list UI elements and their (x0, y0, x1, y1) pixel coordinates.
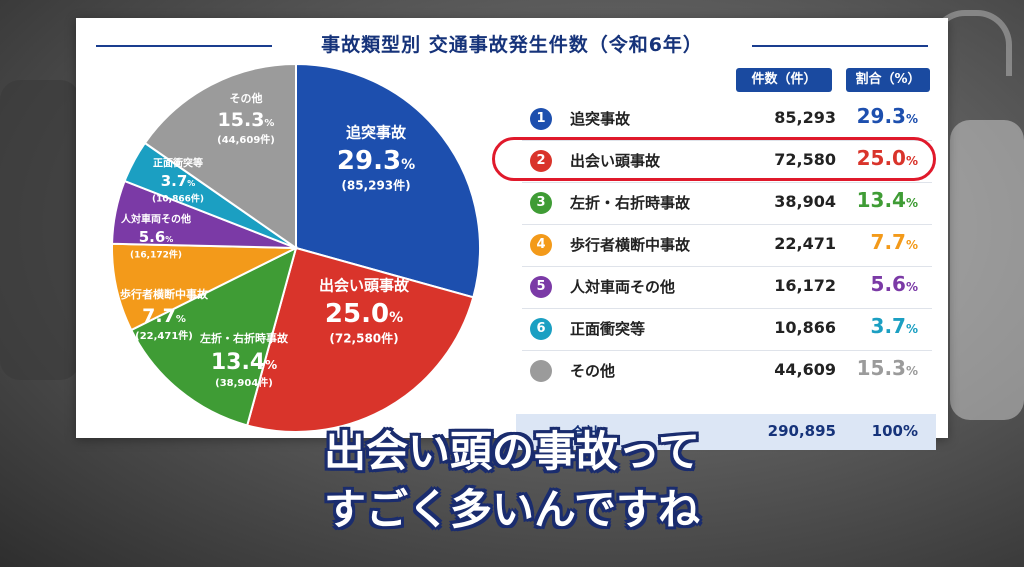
row-label: 人対車両その他 (570, 278, 676, 296)
row-separator (522, 308, 932, 309)
total-row: 合計 290,895 100% (516, 414, 936, 450)
caption-line-1: 出会い頭の事故って (324, 427, 700, 476)
row-count: 22,471 (774, 234, 836, 253)
table-row: その他 44,609 15.3% (516, 350, 936, 392)
slice-count: (85,293件) (341, 177, 410, 192)
total-pct: 100% (871, 422, 918, 440)
slice-name: 追突事故 (346, 124, 407, 142)
table-row: 6 正面衝突等 10,866 3.7% (516, 308, 936, 350)
slice-label-6: 正面衝突等 3.7% (10,866件) (152, 156, 204, 204)
row-count: 38,904 (774, 192, 836, 211)
chart-card: 事故類型別 交通事故発生件数（令和6年） 追突事故 29.3% (85,293件) 出… (76, 18, 948, 450)
slice-count: (44,609件) (217, 133, 275, 146)
background-seat (950, 120, 1024, 420)
row-number-badge: 4 (530, 234, 552, 256)
slice-name: 左折・右折時事故 (199, 331, 289, 345)
total-label: 合計 (570, 424, 601, 442)
slice-name: 出会い頭事故 (319, 277, 410, 295)
row-number-badge: 5 (530, 276, 552, 298)
title-rule-left (96, 45, 272, 47)
slice-name: 歩行者横断中事故 (120, 287, 209, 301)
row-label: その他 (570, 362, 616, 380)
slice-label-4: 歩行者横断中事故 7.7% (22,471件) (120, 287, 209, 342)
row-separator (522, 224, 932, 225)
row-percent: 29.3% (856, 104, 918, 128)
header-count: 件数（件） (736, 68, 832, 92)
row-separator (522, 350, 932, 351)
row-label: 左折・右折時事故 (570, 194, 691, 212)
row-count: 72,580 (774, 150, 836, 169)
row-number-badge: 3 (530, 192, 552, 214)
row-number-badge: 1 (530, 108, 552, 130)
row-percent: 5.6% (870, 272, 918, 296)
row-separator (522, 266, 932, 267)
slice-count: (16,172件) (130, 248, 182, 260)
caption-line-2: すごく多いんですね (324, 485, 700, 534)
slice-name: その他 (230, 91, 263, 105)
row-percent: 3.7% (870, 314, 918, 338)
slice-count: (38,904件) (215, 376, 273, 389)
slice-label-7: その他 15.3% (44,609件) (217, 91, 275, 146)
row-label: 出会い頭事故 (570, 152, 661, 170)
slice-label-5: 人対車両その他 5.6% (16,172件) (121, 212, 191, 260)
total-count: 290,895 (767, 422, 836, 440)
row-count: 10,866 (774, 318, 836, 337)
highlight-oval (492, 137, 936, 181)
slice-percent: 5.6% (139, 228, 174, 246)
slice-percent: 3.7% (161, 172, 196, 190)
background-window (0, 80, 80, 380)
table-row: 3 左折・右折時事故 38,904 13.4% (516, 182, 936, 224)
caption-subtitle: 出会い頭の事故って すごく多いんですね (0, 424, 1024, 538)
slice-count: (72,580件) (329, 330, 398, 345)
slice-percent: 15.3% (218, 109, 275, 131)
row-number-badge: 6 (530, 318, 552, 340)
row-percent: 13.4% (856, 188, 918, 212)
table-row: 1 追突事故 85,293 29.3% (516, 98, 936, 140)
slice-count: (10,866件) (152, 192, 204, 204)
table-row: 2 出会い頭事故 72,580 25.0% (516, 140, 936, 182)
pie-slice-3 (129, 246, 298, 427)
row-label: 歩行者横断中事故 (570, 236, 691, 254)
slice-percent: 7.7% (142, 305, 186, 327)
slice-count: (22,471件) (135, 329, 193, 342)
row-count: 16,172 (774, 276, 836, 295)
row-percent: 15.3% (856, 356, 918, 380)
slice-name: 人対車両その他 (121, 212, 191, 225)
slice-name: 正面衝突等 (153, 156, 203, 169)
table-row: 4 歩行者横断中事故 22,471 7.7% (516, 224, 936, 266)
pie-slice-1 (295, 62, 481, 299)
row-count: 44,609 (774, 360, 836, 379)
row-count: 85,293 (774, 108, 836, 127)
header-ratio: 割合（%） (846, 68, 930, 92)
row-label: 正面衝突等 (570, 320, 646, 338)
table-row: 5 人対車両その他 16,172 5.6% (516, 266, 936, 308)
title-rule-right (752, 45, 928, 47)
row-number-badge: 2 (530, 150, 552, 172)
row-percent: 7.7% (870, 230, 918, 254)
row-separator (522, 140, 932, 141)
row-separator (522, 182, 932, 183)
row-number-badge (530, 360, 552, 382)
title-row: 事故類型別 交通事故発生件数（令和6年） (76, 30, 948, 60)
chart-title: 事故類型別 交通事故発生件数（令和6年） (321, 34, 703, 56)
pie-slice-7 (143, 62, 297, 250)
row-label: 追突事故 (570, 110, 631, 128)
pie-slice-2 (245, 246, 475, 432)
